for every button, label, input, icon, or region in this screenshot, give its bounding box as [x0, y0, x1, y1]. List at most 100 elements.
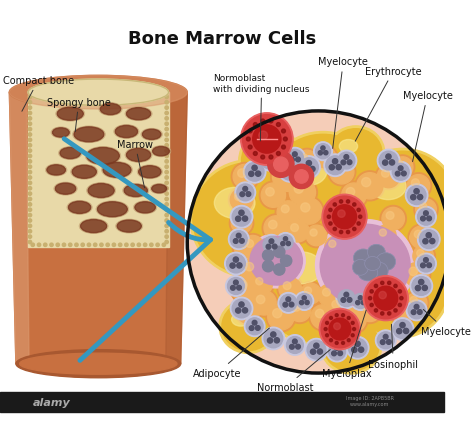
Circle shape	[361, 301, 365, 305]
Circle shape	[405, 173, 432, 199]
Circle shape	[287, 163, 293, 169]
Circle shape	[283, 170, 290, 176]
Circle shape	[280, 295, 297, 311]
Ellipse shape	[367, 263, 401, 289]
Circle shape	[245, 316, 265, 337]
Circle shape	[125, 244, 128, 247]
Ellipse shape	[55, 184, 76, 195]
Circle shape	[165, 160, 168, 164]
Circle shape	[363, 304, 371, 311]
Circle shape	[165, 225, 168, 228]
Circle shape	[266, 245, 271, 249]
Circle shape	[377, 150, 400, 173]
Circle shape	[357, 222, 360, 226]
Circle shape	[187, 112, 449, 373]
Circle shape	[427, 263, 431, 268]
Circle shape	[392, 301, 414, 324]
Text: Compact bone: Compact bone	[3, 76, 74, 112]
Circle shape	[252, 321, 257, 325]
Ellipse shape	[127, 108, 151, 121]
Circle shape	[398, 167, 403, 171]
Ellipse shape	[349, 242, 447, 336]
Circle shape	[362, 178, 371, 187]
Circle shape	[278, 158, 302, 183]
Circle shape	[165, 171, 168, 174]
Circle shape	[252, 274, 273, 295]
Circle shape	[230, 297, 253, 320]
Circle shape	[69, 244, 72, 247]
Circle shape	[412, 277, 431, 296]
Circle shape	[81, 244, 84, 247]
Circle shape	[289, 302, 294, 307]
Ellipse shape	[190, 160, 312, 278]
Text: Image ID: 2APB5BR
www.alamy.com: Image ID: 2APB5BR www.alamy.com	[346, 395, 394, 406]
Circle shape	[150, 244, 153, 247]
Circle shape	[28, 236, 32, 239]
Circle shape	[401, 172, 406, 176]
Circle shape	[28, 123, 32, 126]
Circle shape	[239, 302, 244, 308]
Circle shape	[348, 339, 367, 357]
Circle shape	[386, 155, 391, 160]
Circle shape	[232, 208, 251, 227]
Ellipse shape	[19, 353, 177, 374]
Circle shape	[332, 351, 337, 356]
Circle shape	[284, 335, 305, 355]
Circle shape	[230, 206, 253, 228]
Circle shape	[284, 148, 305, 169]
Circle shape	[268, 304, 294, 330]
Circle shape	[165, 118, 168, 121]
Circle shape	[233, 257, 238, 262]
Circle shape	[402, 261, 431, 289]
Circle shape	[228, 278, 245, 295]
Circle shape	[100, 244, 103, 247]
Ellipse shape	[257, 227, 379, 343]
Circle shape	[28, 112, 32, 115]
Circle shape	[326, 334, 328, 337]
Ellipse shape	[117, 221, 141, 233]
Circle shape	[310, 349, 316, 354]
Circle shape	[286, 220, 309, 242]
Circle shape	[325, 237, 346, 257]
Circle shape	[346, 200, 350, 204]
Circle shape	[237, 263, 242, 268]
Polygon shape	[9, 93, 29, 364]
Circle shape	[248, 130, 252, 134]
Circle shape	[357, 173, 383, 199]
Circle shape	[314, 343, 319, 348]
Circle shape	[231, 163, 259, 191]
Circle shape	[335, 342, 338, 345]
Circle shape	[165, 150, 168, 153]
Circle shape	[295, 170, 308, 184]
Ellipse shape	[253, 146, 273, 161]
Circle shape	[254, 123, 257, 127]
Circle shape	[426, 233, 431, 238]
Circle shape	[405, 184, 428, 207]
Circle shape	[388, 312, 391, 315]
Circle shape	[418, 228, 440, 251]
Circle shape	[241, 113, 293, 166]
Circle shape	[246, 192, 251, 197]
Circle shape	[273, 162, 302, 192]
Ellipse shape	[97, 202, 128, 217]
Circle shape	[273, 264, 285, 276]
Ellipse shape	[142, 130, 161, 140]
Circle shape	[382, 170, 389, 178]
Circle shape	[237, 301, 259, 324]
Circle shape	[404, 263, 429, 287]
Circle shape	[346, 231, 350, 234]
Polygon shape	[28, 93, 169, 247]
Circle shape	[165, 123, 168, 126]
Circle shape	[248, 146, 252, 150]
Circle shape	[418, 256, 435, 272]
Circle shape	[28, 133, 32, 137]
Circle shape	[156, 244, 159, 247]
Circle shape	[291, 224, 299, 232]
Ellipse shape	[239, 130, 304, 192]
Circle shape	[382, 208, 404, 230]
Ellipse shape	[371, 263, 388, 280]
Circle shape	[379, 292, 386, 299]
Circle shape	[296, 345, 301, 349]
Circle shape	[165, 230, 168, 233]
Circle shape	[370, 290, 374, 294]
